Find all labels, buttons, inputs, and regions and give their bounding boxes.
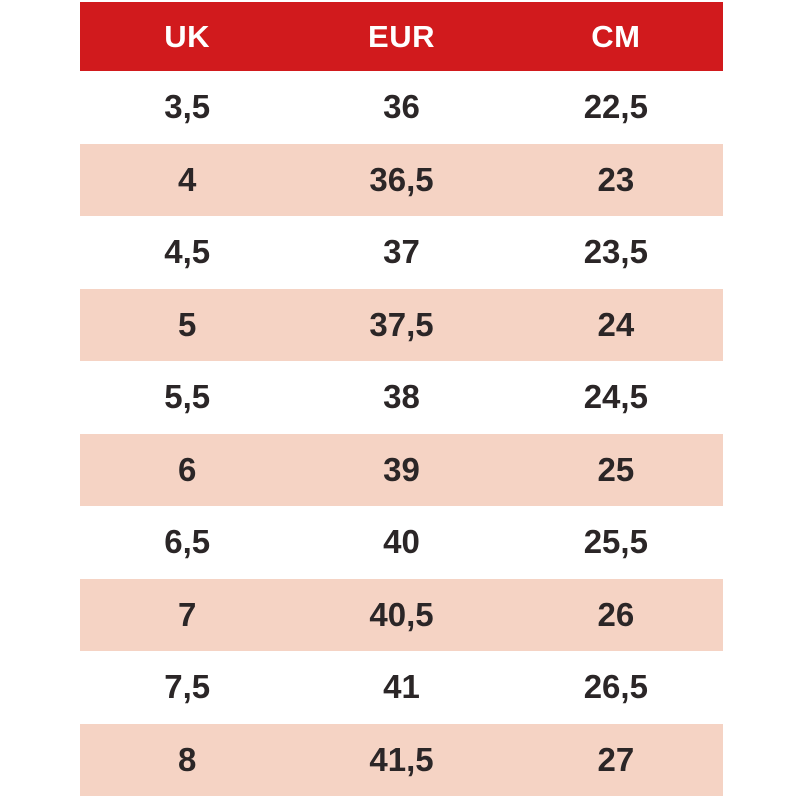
size-cell: 37,5 (294, 288, 509, 361)
size-cell: 23 (508, 143, 723, 216)
size-cell: 3,5 (80, 71, 295, 144)
table-row: 5 37,5 24 (80, 288, 723, 361)
table-row: 6,5 40 25,5 (80, 506, 723, 579)
size-cell: 4 (80, 143, 295, 216)
size-cell: 41,5 (294, 723, 509, 796)
table-row: 4 36,5 23 (80, 143, 723, 216)
size-cell: 26,5 (508, 651, 723, 724)
size-cell: 38 (294, 361, 509, 434)
table-row: 4,5 37 23,5 (80, 216, 723, 289)
size-cell: 24,5 (508, 361, 723, 434)
size-cell: 7 (80, 578, 295, 651)
size-cell: 6 (80, 433, 295, 506)
size-cell: 4,5 (80, 216, 295, 289)
size-cell: 25,5 (508, 506, 723, 579)
size-cell: 36,5 (294, 143, 509, 216)
column-header-uk: UK (80, 2, 295, 71)
table-row: 5,5 38 24,5 (80, 361, 723, 434)
table-row: 3,5 36 22,5 (80, 71, 723, 144)
size-cell: 26 (508, 578, 723, 651)
column-header-eur: EUR (294, 2, 509, 71)
size-cell: 40 (294, 506, 509, 579)
size-cell: 41 (294, 651, 509, 724)
size-cell: 6,5 (80, 506, 295, 579)
size-cell: 22,5 (508, 71, 723, 144)
header-row: UK EUR CM (80, 2, 723, 71)
size-cell: 39 (294, 433, 509, 506)
size-table: UK EUR CM 3,5 36 22,5 4 36,5 23 4,5 37 23,5 5 37,5… (80, 2, 723, 796)
size-cell: 27 (508, 723, 723, 796)
size-cell: 7,5 (80, 651, 295, 724)
size-cell: 25 (508, 433, 723, 506)
table-row: 7,5 41 26,5 (80, 651, 723, 724)
size-cell: 8 (80, 723, 295, 796)
size-conversion-table: UK EUR CM 3,5 36 22,5 4 36,5 23 4,5 37 23,5 5 37,5… (80, 2, 723, 796)
size-cell: 5,5 (80, 361, 295, 434)
column-header-cm: CM (508, 2, 723, 71)
size-cell: 24 (508, 288, 723, 361)
table-row: 7 40,5 26 (80, 578, 723, 651)
size-table-header: UK EUR CM (80, 2, 723, 71)
size-cell: 37 (294, 216, 509, 289)
size-cell: 5 (80, 288, 295, 361)
size-cell: 23,5 (508, 216, 723, 289)
size-cell: 36 (294, 71, 509, 144)
table-row: 8 41,5 27 (80, 723, 723, 796)
table-row: 6 39 25 (80, 433, 723, 506)
size-table-body: 3,5 36 22,5 4 36,5 23 4,5 37 23,5 5 37,5 24 5,5 38 24,… (80, 71, 723, 796)
size-cell: 40,5 (294, 578, 509, 651)
